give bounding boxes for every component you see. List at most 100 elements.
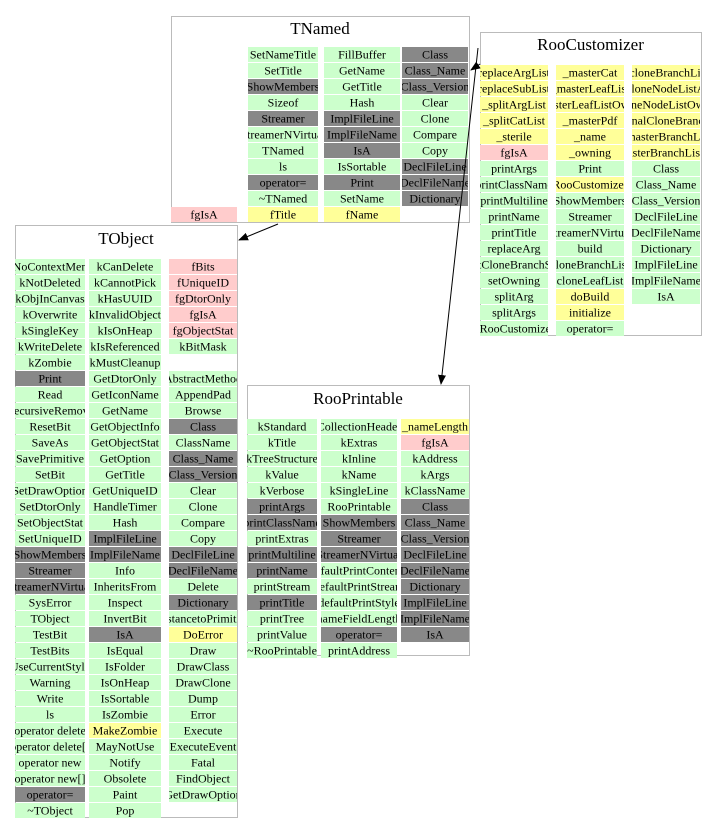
member-cell: operator new: [15, 755, 85, 770]
member-bg: [89, 739, 161, 754]
member-cell: kNotDeleted: [15, 275, 85, 290]
member-bg: [321, 531, 397, 546]
class-node: RooPrintable kStandard kTitle kTreeStructur…: [247, 385, 470, 658]
member-name: Hash: [113, 515, 138, 529]
member-bg: [248, 159, 318, 174]
member-name: IsOnHeap: [101, 675, 150, 689]
member-bg: [15, 771, 85, 786]
member-cell: setCloneBranchSet: [480, 257, 548, 272]
member-name: AppendPad: [175, 387, 231, 401]
class-title: RooCustomizer: [537, 35, 644, 54]
member-bg: [169, 419, 237, 434]
member-cell: ClassName: [169, 435, 237, 450]
member-cell: DistancetoPrimitive: [155, 611, 251, 626]
member-name: ImplFileLine: [93, 531, 156, 545]
member-cell: fUniqueID: [169, 275, 237, 290]
member-name: Obsolete: [104, 771, 147, 785]
member-cell: GetUniqueID: [89, 483, 161, 498]
member-bg: [480, 241, 548, 256]
member-bg: [15, 579, 85, 594]
member-name: ~RooCustomizer: [473, 321, 555, 335]
member-bg: [324, 63, 400, 78]
member-bg: [321, 611, 397, 626]
member-cell: DoError: [169, 627, 237, 642]
member-cell: TNamed: [248, 143, 318, 158]
member-cell: _name: [556, 129, 624, 144]
member-cell: splitArgs: [480, 305, 548, 320]
member-cell: ls: [248, 159, 318, 174]
member-name: printExtras: [255, 531, 309, 545]
member-name: kIsReferenced: [90, 339, 159, 353]
member-cell: Fatal: [169, 755, 237, 770]
member-name: kExtras: [341, 435, 378, 449]
member-cell: replaceArgList: [480, 65, 548, 80]
member-name: Notify: [109, 755, 140, 769]
member-name: FindObject: [176, 771, 231, 785]
class-node: RooCustomizer replaceArgList replaceSubLis…: [473, 32, 709, 336]
member-cell: Print: [15, 371, 85, 386]
member-name: DeclFileLine: [634, 209, 697, 223]
member-bg: [402, 79, 468, 94]
member-cell: TObject: [15, 611, 85, 626]
member-bg: [556, 145, 624, 160]
member-bg: [89, 723, 161, 738]
member-name: Dump: [188, 691, 218, 705]
member-name: DistancetoPrimitive: [155, 611, 251, 625]
member-bg: [556, 97, 624, 112]
member-name: SetBit: [35, 467, 66, 481]
member-name: SavePrimitive: [16, 451, 84, 465]
member-cell: Class_Name: [402, 63, 468, 78]
member-cell: IsOnHeap: [89, 675, 161, 690]
member-cell: GetObjectInfo: [89, 419, 161, 434]
member-bg: [169, 451, 237, 466]
member-name: Clear: [190, 483, 216, 497]
member-cell: Hash: [324, 95, 400, 110]
member-name: printTitle: [260, 595, 305, 609]
member-bg: [15, 707, 85, 722]
member-cell: kSingleKey: [15, 323, 85, 338]
member-name: Info: [115, 563, 135, 577]
member-bg: [15, 259, 85, 274]
member-name: kNoContextMenu: [7, 259, 94, 273]
member-bg: [169, 339, 237, 354]
member-bg: [169, 691, 237, 706]
member-cell: Write: [15, 691, 85, 706]
member-cell: _nameLength: [401, 419, 469, 434]
member-bg: [171, 207, 237, 222]
member-cell: IsZombie: [89, 707, 161, 722]
member-name: printTitle: [492, 225, 537, 239]
member-name: Clone: [421, 111, 450, 125]
member-bg: [324, 95, 400, 110]
member-bg: [15, 483, 85, 498]
member-name: Class_Version: [401, 79, 470, 93]
member-name: kClassName: [405, 483, 466, 497]
member-cell: Draw: [169, 643, 237, 658]
member-name: _cloneBranchList: [622, 65, 709, 79]
member-cell: Class_Name: [169, 451, 237, 466]
member-name: Read: [38, 387, 63, 401]
member-name: Streamer: [337, 531, 380, 545]
member-cell: cloneLeafList: [556, 273, 624, 288]
member-cell: kArgs: [401, 467, 469, 482]
member-name: Class_Version: [401, 531, 470, 545]
member-bg: [480, 273, 548, 288]
member-cell: kCannotPick: [89, 275, 161, 290]
member-bg: [632, 81, 700, 96]
member-cell: ImplFileLine: [324, 111, 400, 126]
member-cell: Dictionary: [402, 191, 468, 206]
member-bg: [556, 113, 624, 128]
member-cell: SetBit: [15, 467, 85, 482]
member-cell: DrawClone: [169, 675, 237, 690]
member-bg: [15, 435, 85, 450]
member-bg: [247, 467, 317, 482]
member-cell: DeclFileName: [632, 225, 700, 240]
member-cell: fBits: [169, 259, 237, 274]
member-name: printName: [256, 563, 307, 577]
member-cell: ~TObject: [15, 803, 85, 818]
member-bg: [89, 435, 161, 450]
member-cell: kValue: [247, 467, 317, 482]
member-bg: [15, 723, 85, 738]
member-bg: [169, 739, 237, 754]
member-bg: [321, 563, 397, 578]
